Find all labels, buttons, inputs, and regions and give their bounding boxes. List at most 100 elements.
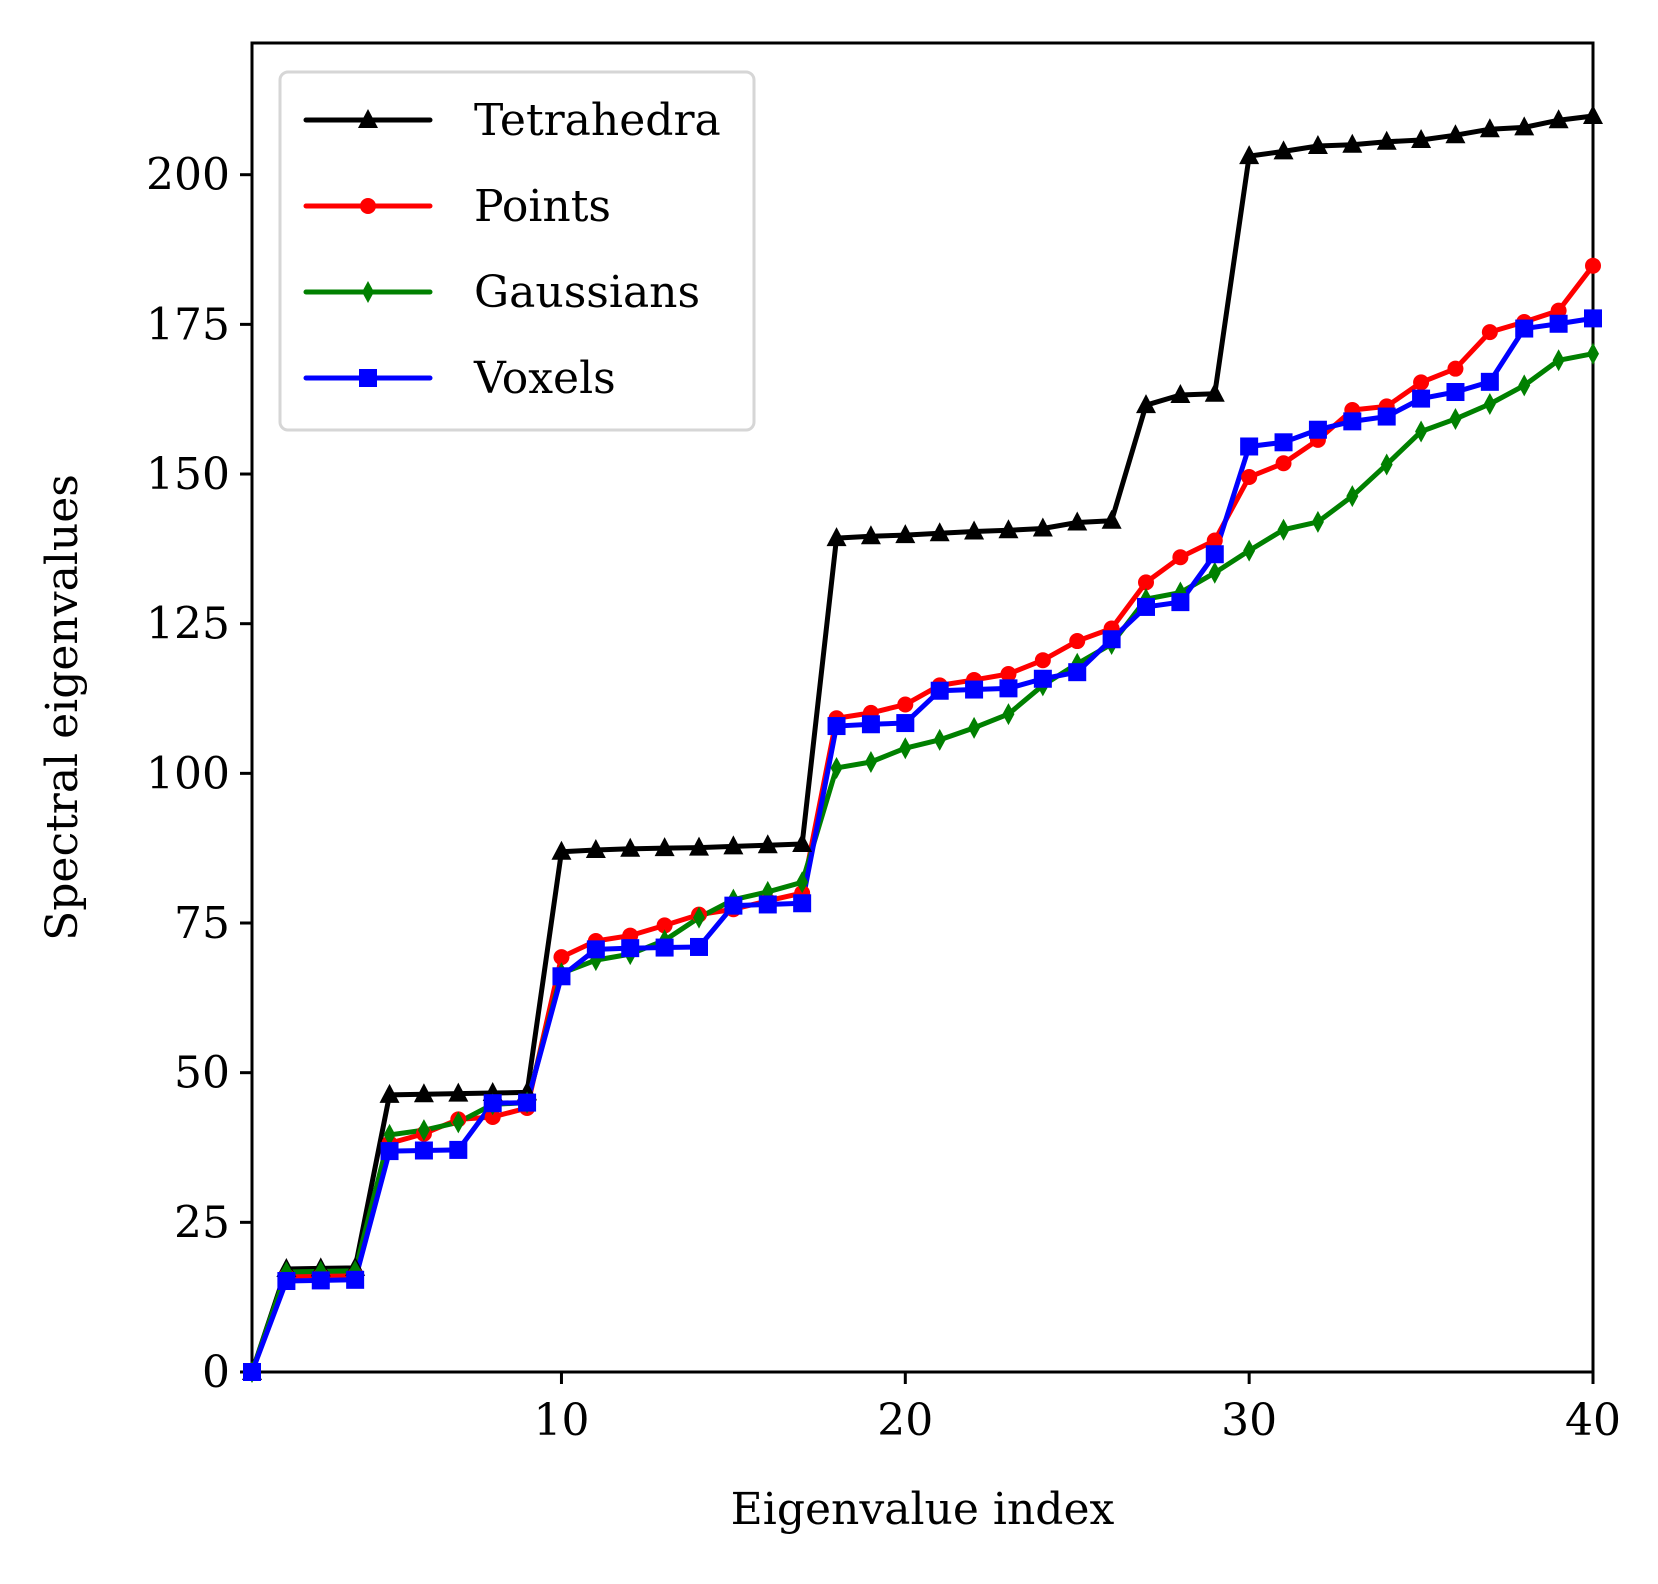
data-point-points xyxy=(1447,360,1464,377)
data-point-points xyxy=(1241,469,1258,486)
data-point-voxels xyxy=(621,939,640,958)
data-point-voxels xyxy=(483,1094,502,1113)
data-point-points xyxy=(553,949,570,966)
data-point-voxels xyxy=(690,937,708,956)
data-point-tetrahedra xyxy=(1239,145,1260,165)
data-point-voxels xyxy=(243,1363,261,1381)
y-axis-ticks: 0 25 50 75 100 125 150 175 200 xyxy=(146,150,252,1398)
data-point-points xyxy=(1034,652,1051,669)
data-point-voxels xyxy=(1068,663,1087,682)
legend-item-points: Points xyxy=(303,181,611,232)
legend-marker-gaussians xyxy=(362,281,374,303)
x-tick-label: 20 xyxy=(877,1395,933,1446)
legend-marker-points xyxy=(360,198,376,214)
data-point-voxels xyxy=(414,1141,433,1160)
data-point-gaussians xyxy=(452,1111,465,1134)
data-point-voxels xyxy=(896,714,915,733)
data-point-points xyxy=(897,696,914,713)
x-tick-label: 40 xyxy=(1565,1395,1621,1446)
data-point-tetrahedra xyxy=(551,840,572,860)
data-point-gaussians xyxy=(1483,392,1496,415)
data-point-points xyxy=(1275,455,1292,472)
data-point-gaussians xyxy=(899,737,912,760)
data-point-points xyxy=(484,1108,501,1125)
data-point-voxels xyxy=(1240,437,1259,456)
data-point-voxels xyxy=(1171,593,1190,612)
data-point-tetrahedra xyxy=(860,525,881,545)
data-point-voxels xyxy=(1480,372,1499,391)
series-line-voxels xyxy=(249,315,1596,1375)
data-point-gaussians xyxy=(417,1119,430,1142)
data-point-gaussians xyxy=(796,871,809,894)
series-lines xyxy=(249,113,1596,1375)
y-tick-label: 75 xyxy=(174,898,230,949)
series-markers-voxels xyxy=(243,309,1602,1381)
data-point-voxels xyxy=(965,680,984,699)
data-point-points xyxy=(1172,549,1189,566)
data-point-voxels xyxy=(1549,314,1568,333)
data-point-tetrahedra xyxy=(1170,384,1191,404)
data-point-voxels xyxy=(1584,309,1602,328)
data-point-tetrahedra xyxy=(757,834,778,854)
data-point-tetrahedra xyxy=(1136,394,1156,414)
data-point-tetrahedra xyxy=(1514,116,1535,136)
x-axis-ticks: 10 20 30 40 xyxy=(533,1372,1621,1446)
data-point-gaussians xyxy=(383,1123,396,1146)
data-point-gaussians xyxy=(933,728,946,751)
data-point-tetrahedra xyxy=(379,1083,400,1103)
data-point-tetrahedra xyxy=(413,1083,434,1103)
y-tick-label: 0 xyxy=(202,1347,230,1398)
data-point-points xyxy=(656,917,673,934)
data-point-tetrahedra xyxy=(1376,130,1397,150)
series-line-points xyxy=(249,263,1596,1375)
data-point-tetrahedra xyxy=(620,837,641,857)
plot-frame xyxy=(250,41,1595,1374)
data-point-gaussians xyxy=(1518,374,1531,397)
y-tick-label: 25 xyxy=(174,1197,230,1248)
data-point-voxels xyxy=(552,967,571,986)
data-point-tetrahedra xyxy=(792,832,813,852)
series-line-tetrahedra xyxy=(249,113,1596,1375)
data-point-voxels xyxy=(999,679,1018,698)
y-tick-label: 100 xyxy=(146,748,230,799)
data-point-points xyxy=(1069,633,1086,650)
data-point-voxels xyxy=(311,1271,330,1290)
legend: Tetrahedra Points Gaussians Voxels xyxy=(278,70,756,432)
data-point-gaussians xyxy=(693,906,705,929)
data-point-gaussians xyxy=(1449,407,1462,430)
data-point-tetrahedra xyxy=(723,835,744,855)
data-point-voxels xyxy=(277,1272,296,1291)
data-point-gaussians xyxy=(1311,510,1324,533)
data-point-tetrahedra xyxy=(1479,118,1500,138)
data-point-tetrahedra xyxy=(1101,509,1122,529)
data-point-tetrahedra xyxy=(1204,382,1225,402)
data-point-points xyxy=(1481,324,1498,341)
data-point-tetrahedra xyxy=(1583,105,1603,125)
data-point-tetrahedra xyxy=(1342,133,1363,153)
y-tick-label: 175 xyxy=(146,299,230,350)
data-point-voxels xyxy=(346,1270,365,1289)
data-point-gaussians xyxy=(864,750,877,773)
legend-label-points: Points xyxy=(474,181,611,232)
plot-area: 0 25 50 75 100 125 150 175 200 10 20 30 40 xyxy=(146,41,1621,1446)
data-point-tetrahedra xyxy=(964,520,985,540)
data-point-gaussians xyxy=(1277,518,1290,541)
data-point-tetrahedra xyxy=(929,522,950,542)
data-point-voxels xyxy=(930,681,949,700)
data-point-tetrahedra xyxy=(1067,511,1088,531)
data-point-voxels xyxy=(655,938,674,957)
data-point-voxels xyxy=(1377,407,1396,426)
data-point-voxels xyxy=(1515,319,1534,338)
data-point-gaussians xyxy=(1415,420,1428,443)
data-point-voxels xyxy=(449,1140,468,1159)
legend-label-tetrahedra: Tetrahedra xyxy=(474,95,721,146)
y-tick-label: 200 xyxy=(146,150,230,201)
data-point-tetrahedra xyxy=(448,1082,469,1102)
series-markers xyxy=(242,105,1603,1383)
data-point-tetrahedra xyxy=(826,527,847,547)
data-point-voxels xyxy=(586,940,605,959)
data-point-tetrahedra xyxy=(585,838,606,858)
y-axis-label: Spectral eigenvalues xyxy=(37,474,88,941)
legend-frame xyxy=(278,70,756,432)
